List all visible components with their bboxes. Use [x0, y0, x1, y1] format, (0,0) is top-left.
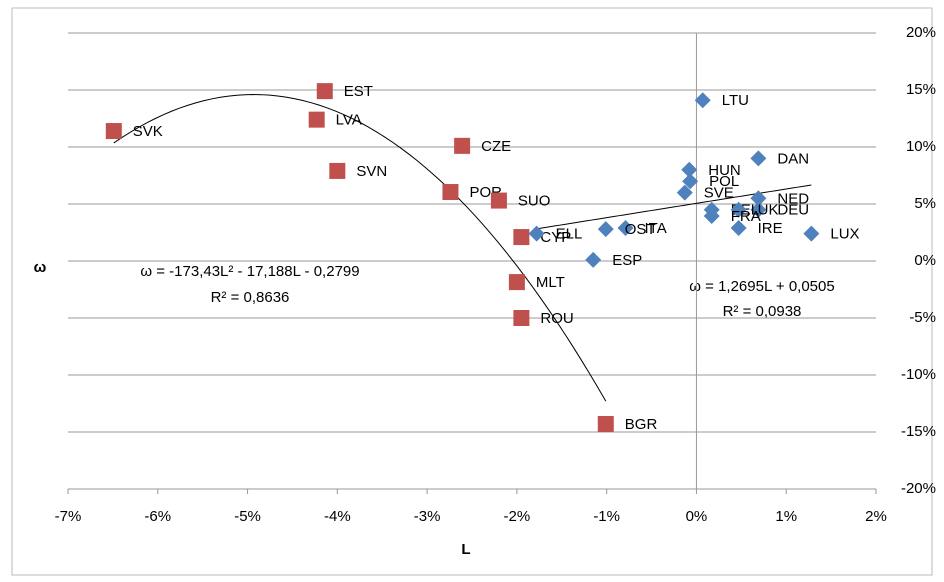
marker — [508, 274, 525, 291]
marker — [750, 190, 767, 207]
point-label: SVN — [356, 163, 387, 180]
point-label: LTU — [722, 92, 749, 109]
point-label: OST — [625, 221, 656, 238]
point-label: UK — [758, 202, 779, 219]
marker — [682, 173, 699, 190]
chart-border — [11, 7, 933, 576]
x-tick-label: -6% — [144, 508, 171, 525]
marker — [308, 111, 325, 128]
y-tick-label: 5% — [914, 195, 936, 212]
x-axis-label: L — [461, 541, 470, 558]
point-label: ELL — [556, 226, 583, 243]
marker — [694, 92, 711, 109]
y-tick-label: -20% — [901, 480, 936, 497]
marker — [442, 184, 459, 201]
point-label: IRE — [758, 220, 783, 237]
point-label: NED — [777, 190, 809, 207]
point-label: BGR — [625, 416, 658, 433]
point-label: LUX — [830, 226, 859, 243]
x-tick-label: 2% — [865, 508, 887, 525]
point-label: DEU — [777, 202, 809, 219]
point-label: ITA — [645, 220, 667, 237]
trendline — [536, 184, 812, 230]
point-label: POL — [709, 173, 739, 190]
marker — [316, 83, 333, 100]
point-label: HUN — [708, 162, 741, 179]
point-label: MLT — [536, 274, 565, 291]
marker — [454, 137, 471, 154]
y-tick-label: 15% — [906, 81, 936, 98]
marker — [597, 416, 614, 433]
marker — [676, 184, 693, 201]
equation: ω = -173,43L² - 17,188L - 0,2799 — [140, 263, 359, 280]
point-label: EST — [344, 83, 373, 100]
equation: ω = 1,2695L + 0,0505 — [689, 278, 834, 295]
r-squared: R² = 0,8636 — [211, 289, 290, 306]
y-axis-label: ω — [34, 259, 47, 276]
marker — [750, 201, 767, 218]
point-label: CZE — [481, 138, 511, 155]
x-tick-label: -3% — [414, 508, 441, 525]
point-label: ESP — [612, 252, 642, 269]
marker — [730, 201, 747, 218]
y-tick-label: 10% — [906, 138, 936, 155]
point-label: SVK — [133, 123, 163, 140]
r-squared: R² = 0,0938 — [723, 303, 802, 320]
marker — [597, 221, 614, 238]
point-label: SUO — [518, 193, 551, 210]
x-tick-label: -2% — [504, 508, 531, 525]
marker — [528, 225, 545, 242]
x-tick-label: -5% — [234, 508, 261, 525]
point-label: ROU — [540, 310, 573, 327]
marker — [681, 161, 698, 178]
marker — [585, 251, 602, 268]
marker — [750, 150, 767, 167]
marker — [490, 192, 507, 209]
x-tick-label: -7% — [55, 508, 82, 525]
y-tick-label: -10% — [901, 366, 936, 383]
point-label: DAN — [777, 150, 809, 167]
point-label: CYP — [540, 229, 571, 246]
marker — [329, 162, 346, 179]
marker — [513, 310, 530, 326]
y-tick-label: 0% — [914, 252, 936, 269]
point-label: FRA — [731, 208, 761, 225]
x-tick-label: 1% — [775, 508, 797, 525]
y-tick-label: -5% — [909, 309, 936, 326]
x-tick-label: 0% — [686, 508, 708, 525]
y-tick-label: -15% — [901, 423, 936, 440]
x-tick-label: -1% — [593, 508, 620, 525]
y-tick-label: 20% — [906, 24, 936, 41]
marker — [617, 219, 634, 236]
point-label: LVA — [336, 112, 362, 129]
marker — [803, 225, 820, 242]
marker — [513, 229, 530, 246]
point-label: SVE — [704, 185, 734, 202]
marker — [730, 219, 747, 236]
marker — [703, 207, 720, 224]
marker — [105, 123, 122, 140]
x-tick-label: -4% — [324, 508, 351, 525]
